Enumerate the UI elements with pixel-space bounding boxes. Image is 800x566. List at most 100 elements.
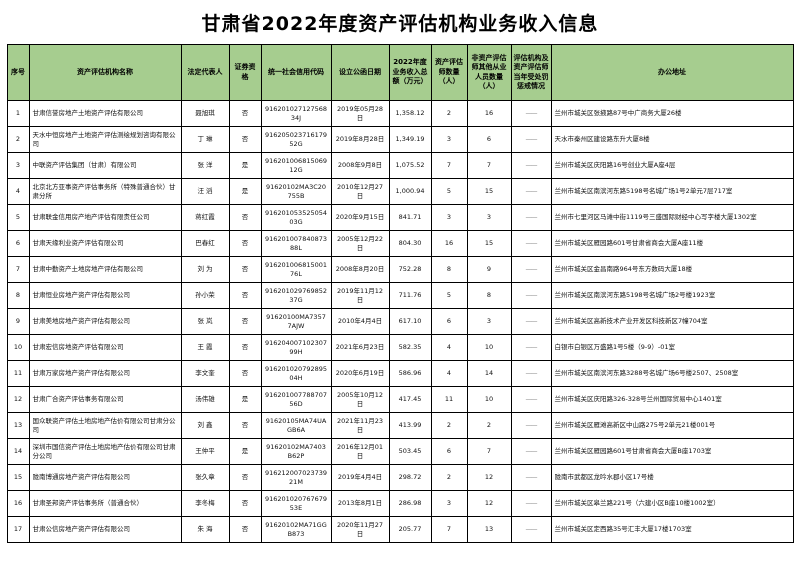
column-header-other_staff: 非资产评估师其他从业人员数量（人） [466, 44, 512, 101]
column-header-est_date: 设立公函日期 [330, 44, 390, 101]
cell-address: 陇南市武都区龙吟水郡小区17号楼 [550, 464, 794, 491]
cell-address: 白银市白银区万盛路1号5楼（9-9）-01室 [550, 334, 794, 361]
cell-punishment: —— [510, 204, 552, 231]
cell-securities: 否 [228, 204, 262, 231]
cell-appraisers: 16 [430, 230, 468, 257]
cell-appraisers: 6 [430, 308, 468, 335]
column-header-credit_code: 统一社会信用代码 [260, 44, 332, 101]
cell-address: 兰州市城关区南滨河东路3288号名城广场6号楼2507、2508室 [550, 360, 794, 387]
cell-credit_code: 91620102MA3C20755B [260, 178, 332, 205]
cell-appraisers: 8 [430, 256, 468, 283]
cell-est_date: 2005年12月22日 [330, 230, 390, 257]
table-row: 1 甘肃信誉房地产土地资产评估有限公司 聂旭琪否 91620102712756834J… [6, 100, 794, 127]
cell-appraisers: 6 [430, 438, 468, 465]
cell-appraisers: 2 [430, 464, 468, 491]
cell-est_date: 2021年11月23日 [330, 412, 390, 439]
cell-income: 205.77 [388, 516, 432, 543]
cell-address: 兰州市城关区雁园路601号甘肃省商会大厦B座1703室 [550, 438, 794, 465]
cell-credit_code: 91620100681506912G [260, 152, 332, 179]
cell-name: 甘肃天缘利业资产评估有限公司 [28, 230, 182, 257]
cell-legal_rep: 王仲平 [180, 438, 230, 465]
cell-est_date: 2010年12月27日 [330, 178, 390, 205]
cell-income: 1,075.52 [388, 152, 432, 179]
cell-punishment: —— [510, 490, 552, 517]
table-row: 2 天水中恒房地产土地资产评估测绘规划咨询有限公司丁 琳否 916205023716… [6, 126, 794, 153]
cell-legal_rep: 张 洋 [180, 152, 230, 179]
cell-credit_code: 91620102712756834J [260, 100, 332, 127]
cell-securities: 是 [228, 438, 262, 465]
cell-seq: 6 [6, 230, 30, 257]
cell-est_date: 2019年4月4日 [330, 464, 390, 491]
cell-credit_code: 91620102MA7403B62P [260, 438, 332, 465]
table-row: 11 甘肃万家房地产资产评估有限公司 李文奎否 91620102079289504H 2… [6, 360, 794, 387]
cell-seq: 15 [6, 464, 30, 491]
cell-appraisers: 2 [430, 100, 468, 127]
cell-credit_code: 91620100MA73577AJW [260, 308, 332, 335]
cell-est_date: 2020年11月27日 [330, 516, 390, 543]
cell-punishment: —— [510, 256, 552, 283]
cell-address: 兰州市城关区定西路35号汇丰大厦17楼1703室 [550, 516, 794, 543]
column-header-address: 办公地址 [550, 44, 794, 101]
cell-address: 兰州市城关区庆阳路326-328号兰州国际贸易中心1401室 [550, 386, 794, 413]
cell-appraisers: 3 [430, 126, 468, 153]
cell-est_date: 2021年6月23日 [330, 334, 390, 361]
cell-address: 兰州市城关区高新技术产业开发区科技新区7幢704室 [550, 308, 794, 335]
cell-securities: 否 [228, 126, 262, 153]
cell-securities: 是 [228, 152, 262, 179]
cell-credit_code: 91620102076767953E [260, 490, 332, 517]
cell-seq: 3 [6, 152, 30, 179]
table-row: 10 甘肃宏信房地资产评估有限公司王 霞否 91620400710230799H 20… [6, 334, 794, 361]
cell-other_staff: 13 [466, 516, 512, 543]
cell-credit_code: 91620105352505403G [260, 204, 332, 231]
cell-punishment: —— [510, 360, 552, 387]
cell-seq: 10 [6, 334, 30, 361]
cell-income: 1,000.94 [388, 178, 432, 205]
cell-legal_rep: 丁 琳 [180, 126, 230, 153]
cell-income: 617.10 [388, 308, 432, 335]
cell-est_date: 2008年8月20日 [330, 256, 390, 283]
cell-name: 甘肃圣邦资产评估事务所（普通合伙） [28, 490, 182, 517]
column-header-income: 2022年度业务收入总额（万元） [388, 44, 432, 101]
cell-appraisers: 3 [430, 204, 468, 231]
table-body: 1 甘肃信誉房地产土地资产评估有限公司 聂旭琪否 91620102712756834J… [6, 100, 794, 543]
cell-punishment: —— [510, 282, 552, 309]
cell-legal_rep: 汪 滔 [180, 178, 230, 205]
cell-credit_code: 91620100784087388L [260, 230, 332, 257]
cell-appraisers: 4 [430, 334, 468, 361]
cell-legal_rep: 朱 海 [180, 516, 230, 543]
cell-legal_rep: 张久章 [180, 464, 230, 491]
cell-other_staff: 10 [466, 386, 512, 413]
column-header-legal_rep: 法定代表人 [180, 44, 230, 101]
table-row: 3 中联资产评估集团（甘肃）有限公司张 洋是 91620100681506912G 2… [6, 152, 794, 179]
table-header: 序号 资产评估机构名称 法定代表人 证券资格 统一社会信用代码 设立公函日期 2022年度业… [6, 44, 794, 101]
cell-income: 586.96 [388, 360, 432, 387]
cell-seq: 2 [6, 126, 30, 153]
cell-punishment: —— [510, 464, 552, 491]
cell-legal_rep: 孙小荣 [180, 282, 230, 309]
cell-other_staff: 12 [466, 464, 512, 491]
cell-name: 中联资产评估集团（甘肃）有限公司 [28, 152, 182, 179]
cell-credit_code: 91620100778870756D [260, 386, 332, 413]
cell-securities: 否 [228, 334, 262, 361]
cell-address: 兰州市城关区雁滩高新区中山路275号2单元21楼001号 [550, 412, 794, 439]
table-row: 6 甘肃天缘利业资产评估有限公司 巴春红否 91620100784087388L 200… [6, 230, 794, 257]
cell-name: 国众联资产评估土地房地产估价有限公司甘肃分公司 [28, 412, 182, 439]
cell-seq: 1 [6, 100, 30, 127]
cell-other_staff: 6 [466, 126, 512, 153]
table-row: 8 甘肃恒业房地产资产评估有限公司 孙小荣否 91620102976985237G 20… [6, 282, 794, 309]
table-row: 15 陇南博通房地产资产评估有限公司 张久章否 91621200702373921M 2… [6, 464, 794, 491]
cell-appraisers: 2 [430, 412, 468, 439]
cell-seq: 13 [6, 412, 30, 439]
cell-name: 陇南博通房地产资产评估有限公司 [28, 464, 182, 491]
cell-other_staff: 8 [466, 282, 512, 309]
cell-name: 甘肃美地房地产资产评估有限公司 [28, 308, 182, 335]
cell-name: 甘肃宏信房地资产评估有限公司 [28, 334, 182, 361]
cell-legal_rep: 巴春红 [180, 230, 230, 257]
cell-name: 深圳市国信资产评估土地房地产估价有限公司甘肃分公司 [28, 438, 182, 465]
cell-name: 甘肃恒业房地产资产评估有限公司 [28, 282, 182, 309]
cell-seq: 8 [6, 282, 30, 309]
cell-credit_code: 91620102976985237G [260, 282, 332, 309]
cell-other_staff: 15 [466, 230, 512, 257]
cell-address: 天水市秦州区建设路东升大厦8楼 [550, 126, 794, 153]
page-title: 甘肃省2022年度资产评估机构业务收入信息 [201, 13, 599, 35]
